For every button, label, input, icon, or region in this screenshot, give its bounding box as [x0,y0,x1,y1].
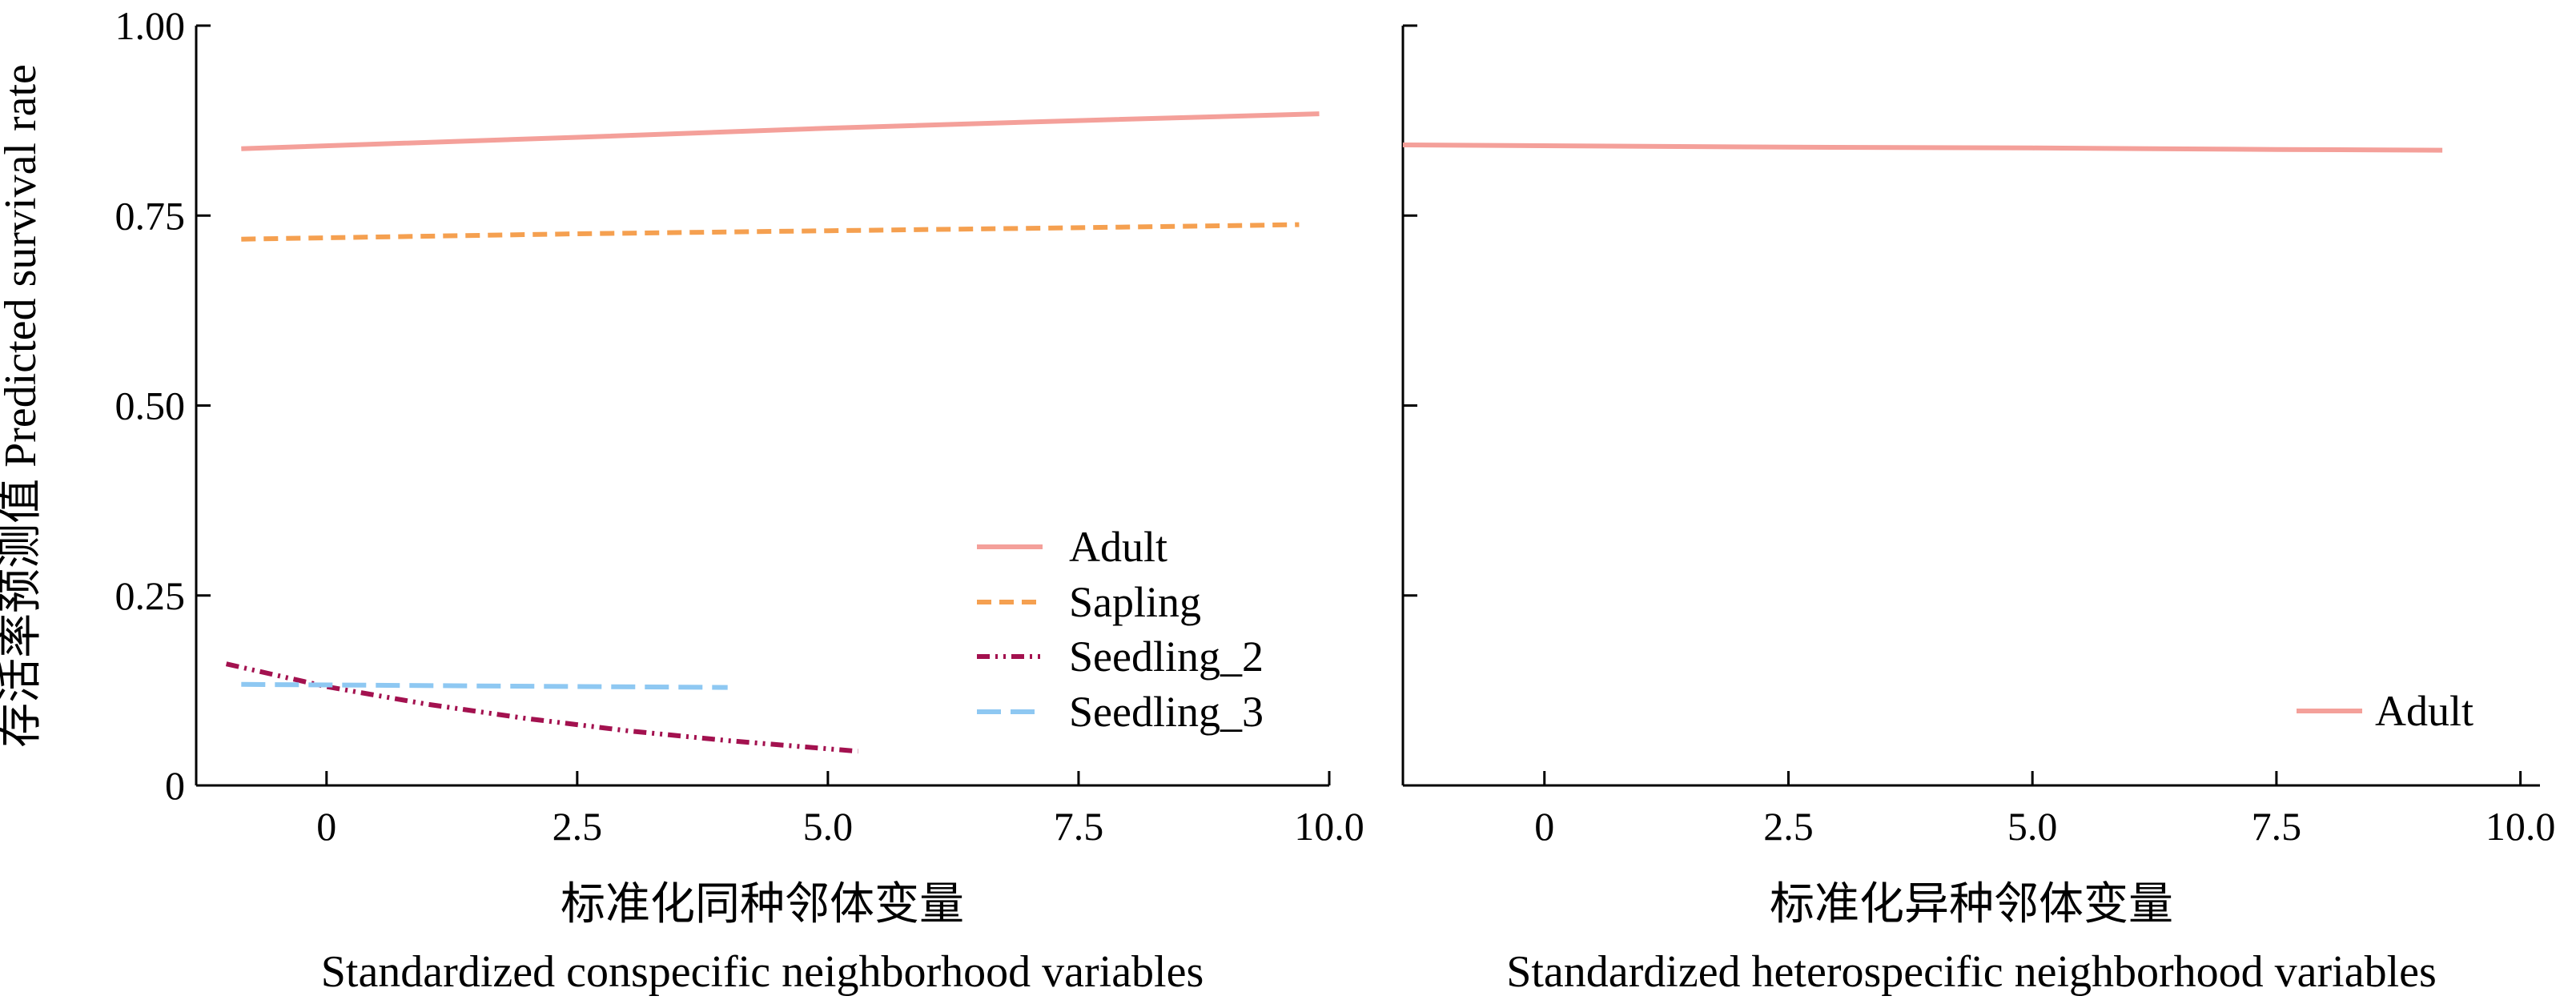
left-series-seedling-3 [241,681,728,690]
right-x-tick-label: 7.5 [2252,804,2302,849]
legend-label-seedling3: Seedling_3 [1069,688,1264,736]
y-axis-title: 存活率预测值 Predicted survival rate [0,64,46,748]
left-legend: Adult Sapling Seedling_2 Seedling_3 [977,523,1264,736]
left-y-tick-label: 0.75 [115,193,186,238]
left-x-tick-label: 2.5 [553,804,603,849]
left-series-adult [241,111,1320,151]
legend-label-adult: Adult [1069,523,1167,571]
left-y-tick-label: 0.50 [115,384,186,428]
right-x-tick-label: 5.0 [2007,804,2058,849]
right-legend: Adult [2297,687,2474,735]
left-series-seedling-2 [225,661,858,754]
left-series [225,111,1320,754]
left-x-tick-label: 0 [316,804,336,849]
left-x-tick-label: 7.5 [1054,804,1104,849]
left-y-tick-label: 1.00 [115,3,186,48]
left-panel: 0 0.25 0.50 0.75 1.00 0 2.5 5.0 7.5 10.0 标准化同种邻体… [115,3,1364,997]
left-x-axis-title-cn: 标准化同种邻体变量 [561,880,964,930]
right-series-adult [1402,143,2443,153]
legend-label-seedling2: Seedling_2 [1069,633,1264,681]
left-x-tick-label: 10.0 [1294,804,1364,849]
legend-label-sapling: Sapling [1069,578,1201,626]
left-series-sapling [241,222,1300,242]
right-x-tick-label: 10.0 [2486,804,2556,849]
right-x-tick-label: 2.5 [1763,804,1814,849]
right-panel: 0 2.5 5.0 7.5 10.0 标准化异种邻体变量 Standardized he… [1401,24,2555,997]
left-x-tick-label: 5.0 [803,804,854,849]
left-y-tick-label: 0.25 [115,573,186,618]
right-y-ticks [1403,24,1417,787]
right-x-axis-title-en: Standardized heterospecific neighborhood… [1506,947,2437,997]
left-x-ticks: 0 2.5 5.0 7.5 10.0 [316,771,1364,849]
legend-label-adult-right: Adult [2375,687,2474,735]
left-x-axis-title-en: Standardized conspecific neighborhood va… [321,947,1204,997]
right-x-ticks: 0 2.5 5.0 7.5 10.0 [1534,771,2555,849]
right-x-tick-label: 0 [1534,804,1554,849]
left-y-tick-label: 0 [165,763,185,808]
right-x-axis-title-cn: 标准化异种邻体变量 [1770,880,2173,930]
right-series [1402,143,2443,153]
left-y-ticks: 0 0.25 0.50 0.75 1.00 [115,3,211,808]
